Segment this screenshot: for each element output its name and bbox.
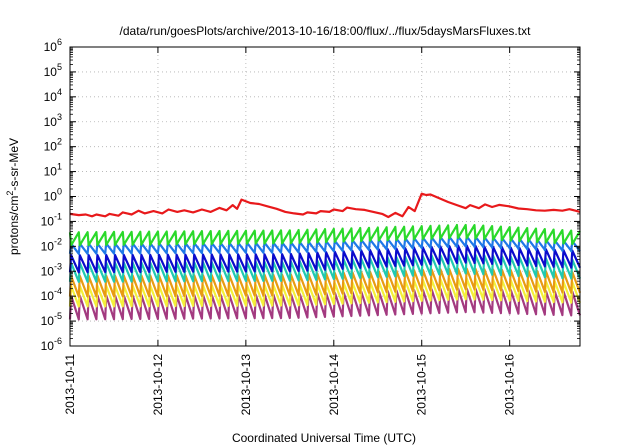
x-tick-label: 2013-10-11 [63, 354, 77, 415]
y-tick-label: 100 [44, 187, 62, 204]
y-tick-label: 10-5 [41, 311, 62, 328]
chart-title: /data/run/goesPlots/archive/2013-10-16/1… [120, 24, 532, 38]
y-tick-label: 10-3 [41, 261, 62, 278]
series-line [68, 235, 581, 255]
y-tick-label: 106 [44, 37, 62, 54]
series-line [68, 267, 582, 298]
y-tick-label: 10-2 [41, 236, 62, 253]
series-line [68, 223, 581, 247]
x-tick-label: 2013-10-15 [415, 354, 429, 416]
y-tick-label: 10-4 [41, 286, 62, 303]
series-line [68, 277, 582, 308]
x-tick-label: 2013-10-14 [327, 354, 341, 416]
x-tick-label: 2013-10-12 [151, 354, 165, 416]
y-tick-label: 102 [44, 137, 62, 154]
y-tick-label: 103 [44, 112, 62, 129]
x-tick-label: 2013-10-16 [503, 354, 517, 416]
series-layer [68, 192, 582, 321]
series-line [68, 253, 582, 283]
y-axis-label: protons/cm2-s-sr-MeV [5, 138, 21, 255]
x-tick-label: 2013-10-13 [239, 354, 253, 416]
y-axis: 10-6 10-5 10-4 10-3 10-2 10-1 100 101 102 103 104 1… [41, 37, 580, 353]
y-tick-label: 10-1 [41, 211, 62, 228]
y-tick-label: 104 [44, 87, 62, 104]
y-tick-label: 10-6 [41, 336, 62, 353]
y-tick-label: 105 [44, 62, 62, 79]
series-line [68, 244, 582, 274]
y-tick-label: 101 [44, 162, 62, 179]
series-line [69, 192, 581, 219]
x-axis-label: Coordinated Universal Time (UTC) [232, 431, 416, 445]
x-axis: 2013-10-11 2013-10-12 2013-10-13 2013-10-14… [63, 47, 517, 415]
